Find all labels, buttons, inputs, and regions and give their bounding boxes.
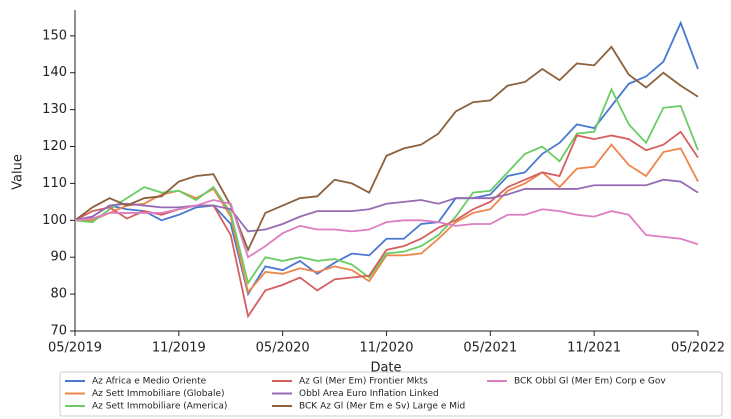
- x-tick-label: 05/2022: [671, 341, 725, 356]
- legend-label: Az Sett Immobiliare (America): [92, 402, 227, 412]
- y-tick-label: 80: [50, 287, 67, 302]
- legend-box: [59, 371, 723, 417]
- x-tick-label: 05/2021: [463, 341, 517, 356]
- y-tick-label: 110: [42, 176, 67, 191]
- series-line: [74, 20, 699, 297]
- y-axis-label: Value: [11, 154, 26, 190]
- legend-label: BCK Obbl Gl (Mer Em) Corp e Gov: [514, 377, 666, 387]
- x-tick-label: 11/2021: [567, 341, 621, 356]
- y-tick-label: 90: [50, 250, 67, 265]
- x-tick-label: 11/2019: [152, 341, 206, 356]
- y-tick-label: 130: [42, 102, 67, 117]
- y-tick-label: 100: [42, 213, 67, 228]
- series-line: [74, 87, 699, 286]
- y-tick-label: 140: [42, 65, 67, 80]
- x-tick-label: 05/2020: [256, 341, 310, 356]
- series-line: [74, 45, 699, 253]
- legend-label: Az Gl (Mer Em) Frontier Mkts: [299, 377, 428, 387]
- series-line: [74, 130, 699, 319]
- series-line: [74, 199, 699, 259]
- y-tick-label: 150: [42, 28, 67, 43]
- y-tick-label: 120: [42, 139, 67, 154]
- legend: Az Africa e Medio Oriente Az Sett Immobil…: [65, 377, 666, 412]
- x-tick-label: 05/2019: [48, 341, 102, 356]
- legend-label: Az Africa e Medio Oriente: [92, 377, 207, 387]
- legend-label: BCK Az Gl (Mer Em e Sv) Large e Mid: [299, 402, 465, 412]
- series-line: [74, 178, 699, 233]
- legend-label: Az Sett Immobiliare (Globale): [92, 389, 225, 399]
- y-tick-label: 70: [50, 324, 67, 339]
- legend-label: Obbl Area Euro Inflation Linked: [299, 389, 439, 399]
- x-tick-label: 11/2020: [359, 341, 413, 356]
